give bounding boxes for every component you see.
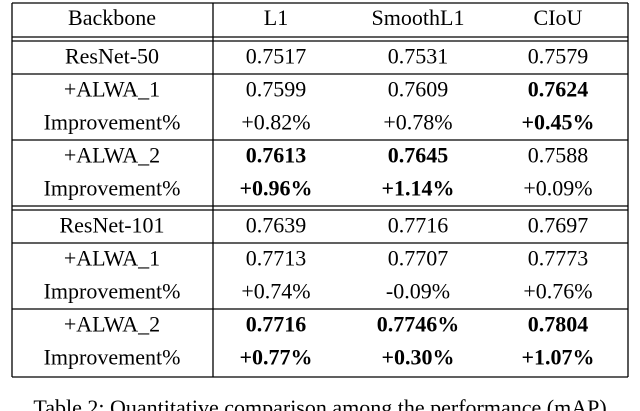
cell: +0.09% xyxy=(523,176,592,201)
cell: -0.09% xyxy=(386,279,450,304)
cell: +1.07% xyxy=(521,345,594,370)
cell: 0.7613 xyxy=(246,143,307,168)
row-label: Improvement% xyxy=(44,176,181,201)
cell: +0.45% xyxy=(521,110,594,135)
cell: 0.7588 xyxy=(528,143,589,168)
cell: 0.7609 xyxy=(388,77,449,102)
cell: +0.76% xyxy=(523,279,592,304)
cell: 0.7716 xyxy=(246,312,307,337)
row-label: Improvement% xyxy=(44,345,181,370)
cell: 0.7579 xyxy=(528,44,589,69)
header-cell: Backbone xyxy=(68,5,156,30)
row-label: ResNet-50 xyxy=(65,44,159,69)
row-label: +ALWA_1 xyxy=(64,77,160,102)
cell: +0.74% xyxy=(241,279,310,304)
row-label: Improvement% xyxy=(44,110,181,135)
row-label: ResNet-101 xyxy=(59,213,164,238)
header-cell: L1 xyxy=(264,5,288,30)
cell: +0.96% xyxy=(239,176,312,201)
header-cell: SmoothL1 xyxy=(372,5,465,30)
cell: +0.78% xyxy=(383,110,452,135)
cell: 0.7707 xyxy=(388,246,449,271)
caption: Table 2: Quantitative comparison among t… xyxy=(33,395,606,411)
row-label: +ALWA_2 xyxy=(64,312,160,337)
cell: 0.7639 xyxy=(246,213,307,238)
row-label: +ALWA_1 xyxy=(64,246,160,271)
cell: 0.7713 xyxy=(246,246,307,271)
cell: +1.14% xyxy=(381,176,454,201)
cell: +0.30% xyxy=(381,345,454,370)
cell: 0.7697 xyxy=(528,213,589,238)
header-cell: CIoU xyxy=(534,5,583,30)
cell: 0.7599 xyxy=(246,77,307,102)
cell: 0.7531 xyxy=(388,44,449,69)
cell: +0.77% xyxy=(239,345,312,370)
cell: 0.7746% xyxy=(377,312,460,337)
cell: 0.7624 xyxy=(528,77,589,102)
cell: +0.82% xyxy=(241,110,310,135)
row-label: Improvement% xyxy=(44,279,181,304)
row-label: +ALWA_2 xyxy=(64,143,160,168)
cell: 0.7517 xyxy=(246,44,307,69)
cell: 0.7773 xyxy=(528,246,589,271)
cell: 0.7716 xyxy=(388,213,449,238)
cell: 0.7645 xyxy=(388,143,449,168)
cell: 0.7804 xyxy=(528,312,589,337)
